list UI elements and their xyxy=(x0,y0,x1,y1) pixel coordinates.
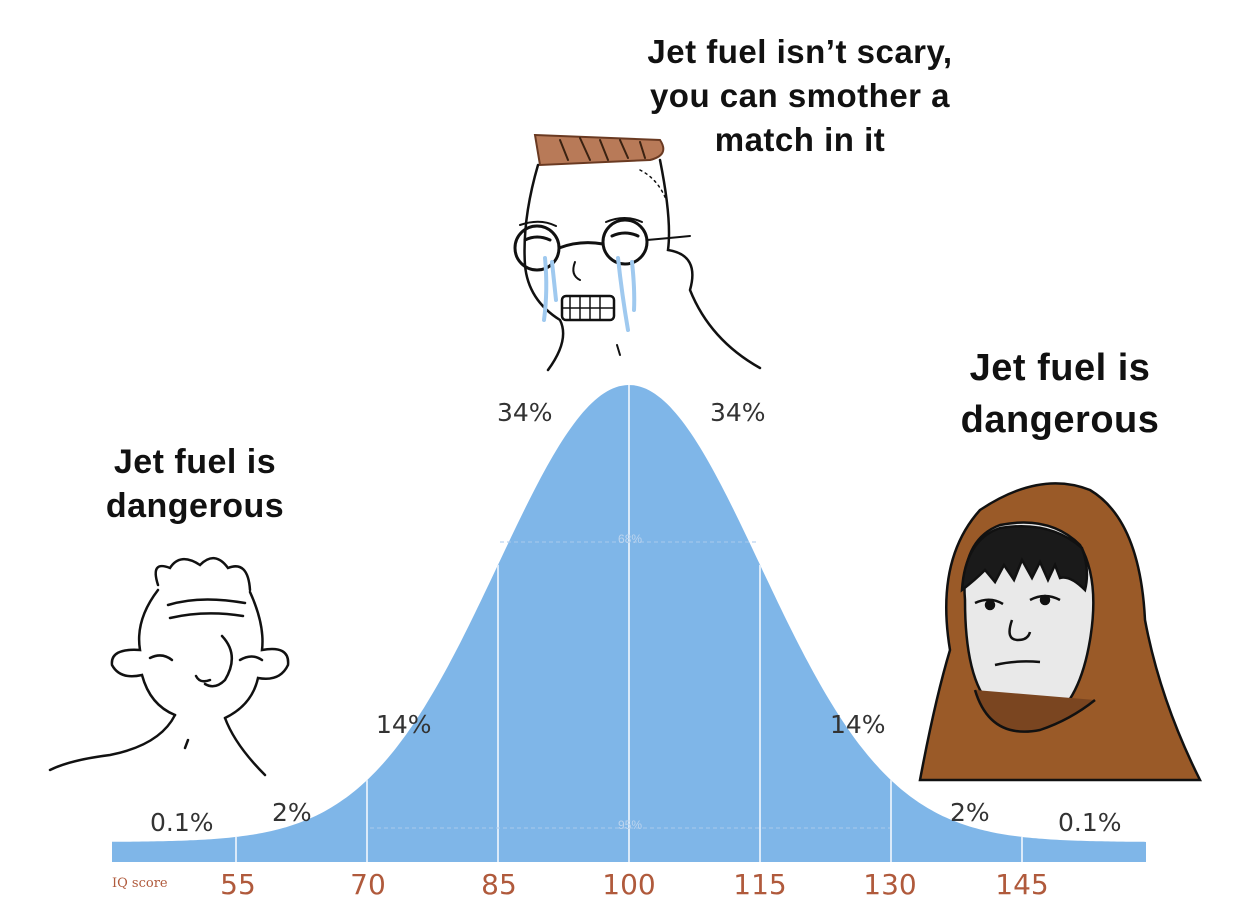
axis-label: IQ score xyxy=(112,876,168,891)
caption-center-line-1: Jet fuel isn’t scary, xyxy=(647,33,953,70)
band-label-68: 68% xyxy=(617,532,643,546)
caption-center-line-3: match in it xyxy=(714,121,886,158)
band-label-95: 95% xyxy=(617,818,643,832)
caption-center-line-2: you can smother a xyxy=(649,77,951,114)
tick-label: 55 xyxy=(220,868,256,901)
tick-label: 130 xyxy=(863,868,917,901)
tick-label: 115 xyxy=(733,868,787,901)
simple-wojak-left xyxy=(48,557,290,777)
tick-label: 145 xyxy=(995,868,1049,901)
pct-far-left: 0.1% xyxy=(150,808,214,837)
caption-left-line-1: Jet fuel is xyxy=(113,443,277,481)
pct-left-34: 34% xyxy=(497,398,553,427)
caption-right-line-1: Jet fuel is xyxy=(969,347,1151,389)
pct-left-2: 2% xyxy=(272,798,312,827)
pct-far-right: 0.1% xyxy=(1058,808,1122,837)
hooded-wojak-right xyxy=(918,482,1203,782)
sd-dividers xyxy=(235,385,1023,862)
tick-label: 70 xyxy=(350,868,386,901)
pct-right-2: 2% xyxy=(950,798,990,827)
tick-label: 85 xyxy=(481,868,517,901)
caption-left-line-2: dangerous xyxy=(105,487,285,525)
pct-left-14: 14% xyxy=(376,710,432,739)
tick-label: 100 xyxy=(602,868,656,901)
caption-right-line-2: dangerous xyxy=(960,399,1160,441)
caption-right: Jet fuel is dangerous xyxy=(920,342,1200,446)
caption-left: Jet fuel is dangerous xyxy=(60,440,330,528)
caption-center: Jet fuel isn’t scary, you can smother a … xyxy=(590,30,1010,162)
glasses-wojak-crying-center xyxy=(513,133,762,372)
pct-right-34: 34% xyxy=(710,398,766,427)
pct-right-14: 14% xyxy=(830,710,886,739)
